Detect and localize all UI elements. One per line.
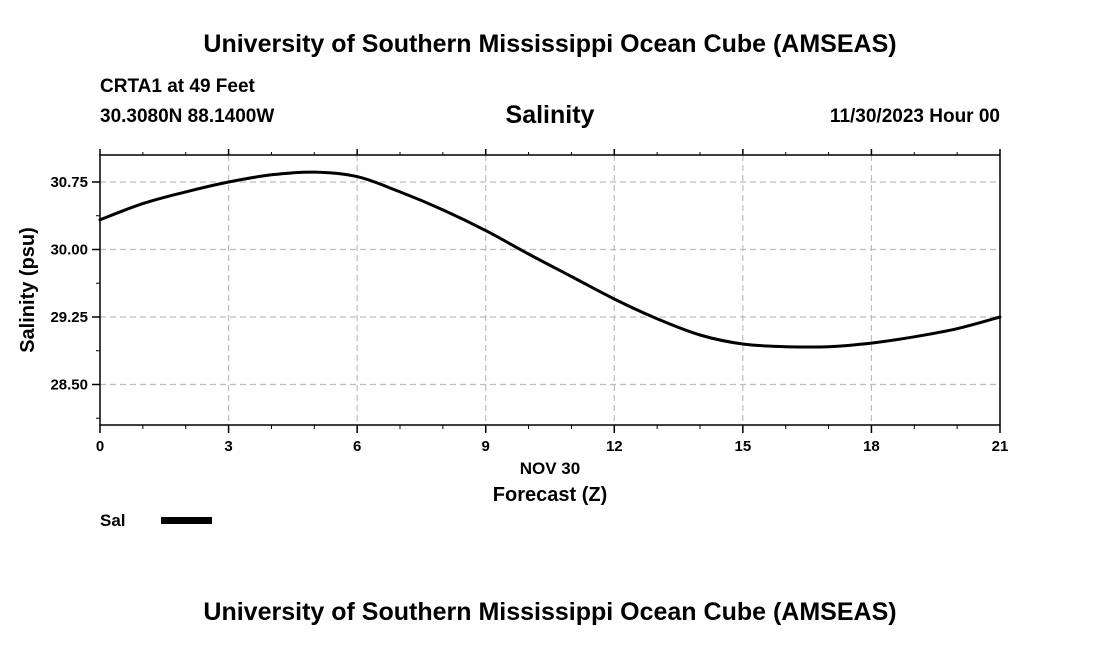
footer-title: University of Southern Mississippi Ocean… <box>203 598 897 626</box>
x-tick-label: 12 <box>606 438 623 455</box>
page-title: University of Southern Mississippi Ocean… <box>203 30 897 58</box>
y-tick-label: 30.75 <box>50 174 88 191</box>
chart-title: Salinity <box>505 101 595 129</box>
station-coordinates: 30.3080N 88.1400W <box>100 106 275 127</box>
station-name: CRTA1 at 49 Feet <box>100 76 255 97</box>
y-tick-label: 29.25 <box>50 309 88 326</box>
x-axis-title: Forecast (Z) <box>493 484 607 506</box>
x-axis-date-label: NOV 30 <box>520 459 580 478</box>
x-tick-label: 6 <box>353 438 361 455</box>
minor-ticks <box>96 152 958 429</box>
grid-lines <box>100 155 1000 425</box>
x-tick-label: 3 <box>224 438 232 455</box>
x-axis-ticks: 0 3 6 9 12 15 18 21 <box>96 149 1009 455</box>
x-tick-label: 18 <box>863 438 880 455</box>
forecast-datetime: 11/30/2023 Hour 00 <box>829 106 1000 127</box>
y-axis-ticks: 28.50 29.25 30.00 30.75 <box>50 174 100 394</box>
x-tick-label: 15 <box>735 438 752 455</box>
x-tick-label: 0 <box>96 438 104 455</box>
plot-frame <box>99 154 1001 426</box>
y-tick-label: 28.50 <box>50 377 88 394</box>
y-tick-label: 30.00 <box>50 242 88 259</box>
x-tick-label: 21 <box>992 438 1009 455</box>
x-tick-label: 9 <box>482 438 490 455</box>
y-axis-title: Salinity (psu) <box>17 227 39 353</box>
legend-swatch-sal <box>161 517 212 524</box>
legend-label-sal: Sal <box>100 511 126 530</box>
series-line-sal <box>98 170 1002 349</box>
